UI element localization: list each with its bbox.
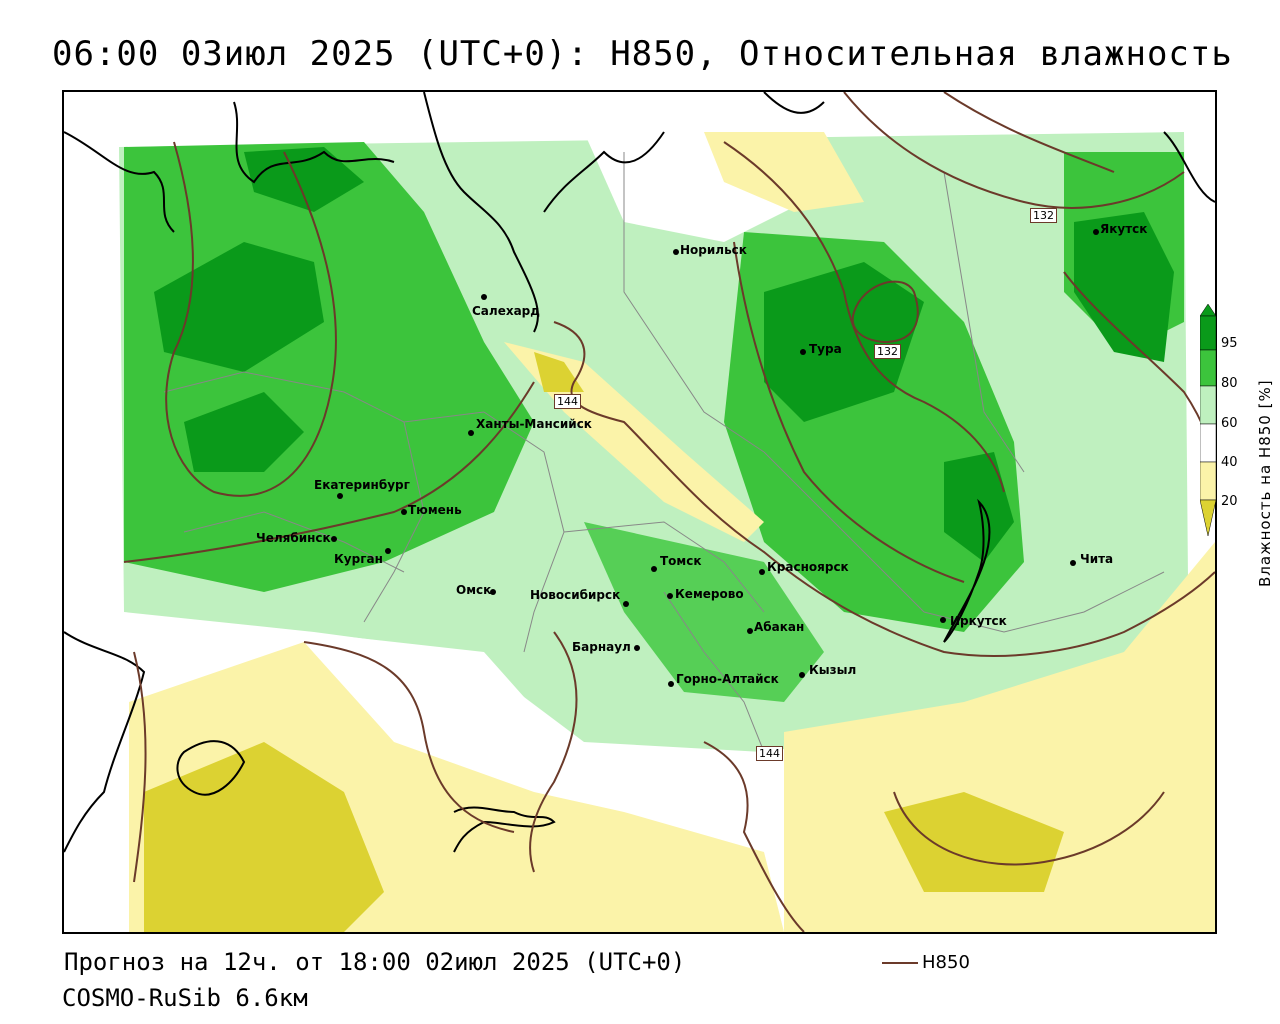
city-marker bbox=[673, 249, 679, 255]
isoline-west-a bbox=[165, 141, 337, 497]
colorbar-tick-20: 20 bbox=[1221, 494, 1238, 509]
city-marker bbox=[490, 589, 496, 595]
humidity-field-dark-yakutsk bbox=[1074, 212, 1174, 362]
city-label: Норильск bbox=[680, 243, 747, 257]
city-marker bbox=[385, 548, 391, 554]
isoline-label-132-tura: 132 bbox=[874, 344, 901, 359]
colorbar-tick-95: 95 bbox=[1221, 336, 1238, 351]
humidity-field-yellow-ne bbox=[704, 132, 864, 212]
humidity-field-yellow-se bbox=[784, 542, 1215, 932]
region-borders bbox=[163, 152, 1165, 753]
weather-map[interactable]: 132 132 144 144 Норильск Якутск Салехард… bbox=[62, 90, 1217, 934]
city-label: Салехард bbox=[472, 304, 540, 318]
isoline-south-center bbox=[529, 631, 578, 873]
city-marker bbox=[331, 536, 337, 542]
city-label: Екатеринбург bbox=[314, 478, 410, 492]
city-marker bbox=[651, 566, 657, 572]
city-marker bbox=[634, 645, 640, 651]
city-label: Горно-Алтайск bbox=[676, 672, 779, 686]
isoline-south-west bbox=[303, 641, 515, 833]
humidity-field-dark-west-3 bbox=[244, 147, 364, 212]
humidity-field-dark-tura bbox=[764, 262, 924, 422]
city-marker bbox=[759, 569, 765, 575]
model-name: COSMO-RuSib 6.6км bbox=[62, 984, 308, 1012]
colorbar-tick-80: 80 bbox=[1221, 376, 1238, 391]
city-marker bbox=[1070, 560, 1076, 566]
city-marker bbox=[799, 672, 805, 678]
city-label: Ханты-Мансийск bbox=[476, 417, 592, 431]
humidity-colorbar bbox=[1200, 304, 1216, 537]
isoline-south-east bbox=[893, 791, 1165, 866]
city-label: Кемерово bbox=[675, 587, 744, 601]
humidity-field-dark-west-2 bbox=[184, 392, 304, 472]
city-marker bbox=[623, 601, 629, 607]
h850-isolines bbox=[123, 92, 1215, 932]
city-label: Томск bbox=[660, 554, 702, 568]
city-label: Челябинск bbox=[256, 531, 331, 545]
city-label: Новосибирск bbox=[530, 588, 621, 602]
isoline-tura-east bbox=[733, 241, 965, 583]
city-marker bbox=[468, 430, 474, 436]
city-marker bbox=[667, 593, 673, 599]
colorbar-tick-60: 60 bbox=[1221, 416, 1238, 431]
isoline-132-loop bbox=[851, 280, 919, 344]
forecast-info: Прогноз на 12ч. от 18:00 02июл 2025 (UTC… bbox=[64, 948, 686, 976]
isoline-west-b bbox=[123, 381, 535, 563]
isoline-132-ne bbox=[843, 92, 1185, 209]
city-label: Красноярск bbox=[767, 560, 849, 574]
city-marker bbox=[668, 681, 674, 687]
city-marker bbox=[747, 628, 753, 634]
isoline-south-144 bbox=[703, 741, 805, 932]
isoline-label-144-south: 144 bbox=[756, 746, 783, 761]
city-label: Тюмень bbox=[408, 503, 462, 517]
city-label: Кызыл bbox=[809, 663, 857, 677]
chart-title: 06:00 03июл 2025 (UTC+0): H850, Относите… bbox=[52, 34, 1233, 74]
city-marker bbox=[337, 493, 343, 499]
city-label: Иркутск bbox=[950, 614, 1007, 628]
coastlines bbox=[64, 92, 1215, 853]
city-marker bbox=[401, 509, 407, 515]
humidity-field-deep-yellow-salekhard bbox=[534, 352, 584, 392]
isoline-132-north bbox=[723, 141, 1005, 493]
isoline-label-132-ne: 132 bbox=[1030, 208, 1057, 223]
humidity-field-deep-yellow-sw bbox=[144, 742, 384, 932]
isoline-144-north bbox=[553, 321, 1215, 657]
colorbar-title: Влажность на H850 [%] bbox=[1256, 379, 1274, 587]
humidity-field-deep-yellow-se bbox=[884, 792, 1064, 892]
city-marker bbox=[940, 617, 946, 623]
humidity-field-green-center bbox=[584, 522, 824, 702]
city-marker bbox=[800, 349, 806, 355]
humidity-field-dark-baikal bbox=[944, 452, 1014, 562]
humidity-field-dark-west-1 bbox=[154, 242, 324, 372]
city-marker bbox=[481, 294, 487, 300]
city-label: Барнаул bbox=[572, 640, 631, 654]
city-label: Чита bbox=[1080, 552, 1114, 566]
isoline-south-far-west bbox=[133, 651, 147, 883]
city-marker bbox=[1093, 229, 1099, 235]
h850-legend-line bbox=[882, 962, 918, 964]
city-label: Курган bbox=[334, 552, 383, 566]
city-label: Омск bbox=[456, 583, 492, 597]
isoline-label-144-ob: 144 bbox=[554, 394, 581, 409]
city-label: Абакан bbox=[754, 620, 805, 634]
colorbar-tick-40: 40 bbox=[1221, 455, 1238, 470]
city-label: Тура bbox=[809, 342, 842, 356]
h850-legend-label: H850 bbox=[922, 952, 970, 973]
map-canvas bbox=[64, 92, 1215, 932]
city-label: Якутск bbox=[1100, 222, 1148, 236]
isoline-ne-b bbox=[943, 92, 1115, 173]
